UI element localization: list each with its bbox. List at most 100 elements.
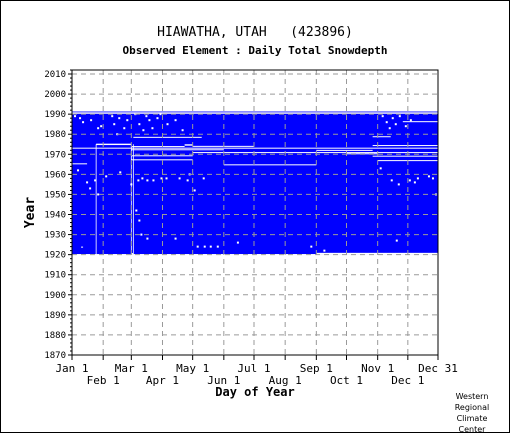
missing-data-band xyxy=(81,246,84,248)
missing-data-point xyxy=(216,245,219,248)
missing-data-point xyxy=(137,179,140,182)
y-tick-label: 2000 xyxy=(44,90,66,100)
chart-title: HIAWATHA, UTAH (423896) xyxy=(157,25,353,40)
y-tick-label: 1950 xyxy=(44,190,66,200)
missing-data-band xyxy=(402,121,438,123)
credit-line: Western xyxy=(455,392,489,401)
y-tick-label: 1920 xyxy=(44,251,66,261)
missing-data-point xyxy=(181,129,184,132)
missing-data-band xyxy=(346,153,378,155)
missing-data-point xyxy=(140,233,143,236)
missing-data-point xyxy=(79,117,82,120)
missing-data-point xyxy=(151,127,154,130)
missing-data-point xyxy=(196,245,199,248)
missing-data-point xyxy=(152,179,155,182)
y-tick-label: 1960 xyxy=(44,170,66,180)
missing-data-band xyxy=(131,149,224,151)
missing-data-point xyxy=(97,193,100,196)
missing-data-point xyxy=(379,167,382,170)
x-tick-label: Nov 1 xyxy=(361,362,394,375)
y-tick-label: 1910 xyxy=(44,271,66,281)
missing-data-band xyxy=(131,253,134,255)
missing-data-point xyxy=(145,115,148,118)
y-tick-label: 1980 xyxy=(44,130,66,140)
missing-data-band xyxy=(96,143,132,146)
missing-data-point xyxy=(203,245,206,248)
missing-data-point xyxy=(123,127,126,130)
missing-data-point xyxy=(82,121,85,124)
missing-data-point xyxy=(397,183,400,186)
y-tick-label: 2010 xyxy=(44,70,66,80)
x-tick-label: Jul 1 xyxy=(237,362,270,375)
y-tick-label: 1880 xyxy=(44,331,66,341)
missing-data-band xyxy=(72,147,438,149)
missing-data-point xyxy=(413,181,416,184)
missing-data-point xyxy=(186,179,189,182)
missing-data-point xyxy=(138,123,141,126)
missing-data-point xyxy=(74,115,77,118)
missing-data-point xyxy=(97,127,100,130)
missing-data-band xyxy=(372,155,438,157)
missing-data-point xyxy=(236,241,239,244)
missing-data-point xyxy=(404,125,407,128)
missing-data-point xyxy=(130,183,133,186)
x-tick-label: Jun 1 xyxy=(207,374,240,387)
missing-data-point xyxy=(89,187,92,190)
missing-data-point xyxy=(94,179,97,182)
missing-data-point xyxy=(427,175,430,178)
x-tick-label: Dec 1 xyxy=(391,374,424,387)
missing-data-band xyxy=(131,146,185,148)
missing-data-point xyxy=(126,119,129,122)
x-tick-label: Apr 1 xyxy=(146,374,179,387)
missing-data-point xyxy=(209,245,212,248)
missing-data-point xyxy=(416,177,419,180)
missing-data-band xyxy=(133,136,202,138)
missing-data-point xyxy=(90,119,93,122)
missing-data-point xyxy=(178,177,181,180)
missing-data-band xyxy=(223,164,317,166)
missing-data-point xyxy=(323,249,326,252)
missing-data-point xyxy=(156,117,159,120)
x-tick-label: May 1 xyxy=(176,362,209,375)
credit-label: Western Regional Climate Center xyxy=(445,391,499,435)
y-tick-label: 1930 xyxy=(44,231,66,241)
missing-data-point xyxy=(391,117,394,120)
x-axis-title: Day of Year xyxy=(215,385,294,399)
missing-data-point xyxy=(193,189,196,192)
missing-data-point xyxy=(119,171,122,174)
missing-data-point xyxy=(395,239,398,242)
missing-data-point xyxy=(390,179,393,182)
missing-data-band xyxy=(316,149,373,151)
missing-data-point xyxy=(141,177,144,180)
missing-data-point xyxy=(111,115,114,118)
missing-data-point xyxy=(310,245,313,248)
missing-data-point xyxy=(148,119,151,122)
y-tick-label: 1890 xyxy=(44,311,66,321)
missing-data-point xyxy=(431,177,434,180)
missing-data-point xyxy=(135,209,138,212)
y-tick-label: 1870 xyxy=(44,351,66,361)
missing-data-point xyxy=(160,177,163,180)
y-tick-label: 1940 xyxy=(44,211,66,221)
missing-data-band xyxy=(72,112,438,114)
missing-data-point xyxy=(146,179,149,182)
missing-data-band xyxy=(72,163,88,165)
credit-line: Regional xyxy=(454,403,490,412)
x-tick-label: Dec 31 xyxy=(418,362,458,375)
missing-data-point xyxy=(408,179,411,182)
missing-data-point xyxy=(100,125,103,128)
missing-data-point xyxy=(159,113,162,116)
y-tick-label: 1970 xyxy=(44,150,66,160)
missing-data-point xyxy=(381,115,384,118)
missing-data-point xyxy=(385,121,388,124)
missing-data-point xyxy=(174,119,177,122)
y-tick-label: 1990 xyxy=(44,110,66,120)
x-tick-label: Feb 1 xyxy=(87,374,120,387)
missing-data-point xyxy=(166,123,169,126)
missing-data-point xyxy=(394,123,397,126)
missing-data-point xyxy=(174,237,177,240)
missing-data-point xyxy=(165,177,168,180)
missing-data-point xyxy=(113,123,116,126)
observed-data-block xyxy=(72,111,438,255)
